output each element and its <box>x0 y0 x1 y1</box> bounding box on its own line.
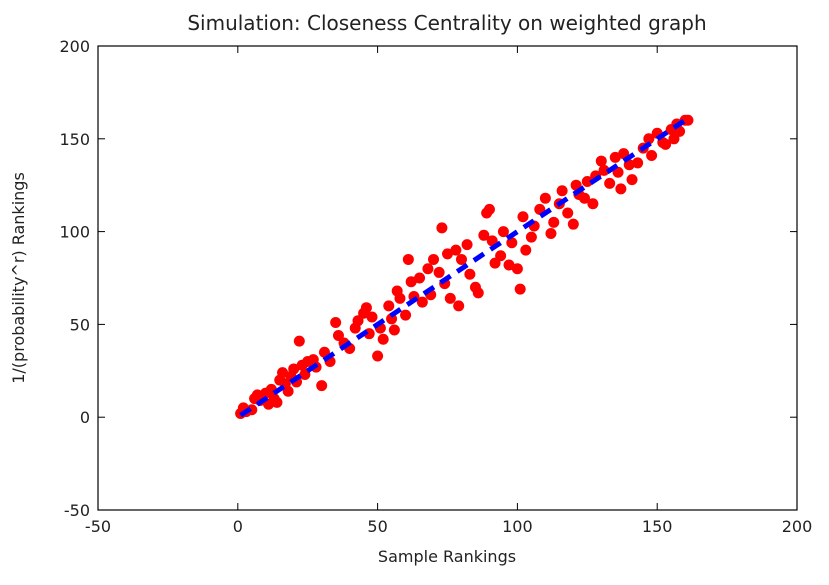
y-tick-label: -50 <box>64 501 90 520</box>
point <box>517 211 529 223</box>
point <box>581 175 593 187</box>
point <box>453 300 465 312</box>
point <box>478 229 490 241</box>
y-tick-label: 150 <box>59 130 90 149</box>
point <box>595 155 607 167</box>
point <box>400 309 412 321</box>
y-tick-label: 200 <box>59 37 90 56</box>
point <box>646 150 658 162</box>
point <box>632 157 644 169</box>
point <box>472 287 484 299</box>
plot-frame <box>97 45 798 511</box>
point <box>422 263 434 275</box>
point <box>626 174 638 186</box>
point <box>330 317 342 329</box>
x-tick-label: 100 <box>502 517 533 536</box>
point <box>414 272 426 284</box>
point <box>497 226 509 238</box>
point <box>377 333 389 345</box>
point <box>416 296 428 308</box>
x-tick-label: -50 <box>85 517 111 536</box>
y-tick-label: 50 <box>70 315 90 334</box>
point <box>282 385 294 397</box>
point <box>288 363 300 375</box>
point <box>520 244 532 256</box>
point <box>562 207 574 219</box>
point <box>556 185 568 197</box>
point <box>461 239 473 251</box>
point <box>442 248 453 260</box>
point <box>682 114 694 126</box>
point <box>444 292 456 304</box>
point <box>394 292 406 304</box>
x-tick-label: 200 <box>782 517 813 536</box>
point <box>579 192 591 204</box>
point <box>271 396 283 408</box>
point <box>299 369 311 381</box>
point <box>372 350 384 362</box>
dashed-line <box>239 118 687 418</box>
point <box>567 218 579 230</box>
point <box>405 276 417 288</box>
point <box>643 133 655 145</box>
x-tick-label: 150 <box>642 517 673 536</box>
point <box>539 192 551 204</box>
point <box>366 311 378 323</box>
chart-title: Simulation: Closeness Centrality on weig… <box>187 11 706 35</box>
point <box>293 335 305 347</box>
point <box>436 222 448 234</box>
point <box>360 302 372 314</box>
point <box>525 231 537 243</box>
point <box>609 151 621 163</box>
point <box>495 250 507 262</box>
point <box>450 244 462 256</box>
point <box>511 263 523 275</box>
point <box>433 266 445 278</box>
point <box>428 253 440 265</box>
x-tick-label: 0 <box>233 517 243 536</box>
point <box>277 367 289 379</box>
point <box>455 253 467 265</box>
point <box>503 259 515 271</box>
point <box>514 283 526 295</box>
y-axis-label: 1/(probability^r) Rankings <box>9 172 28 384</box>
point <box>388 324 400 336</box>
point <box>483 203 495 215</box>
point <box>402 253 414 265</box>
point <box>316 380 328 392</box>
point <box>464 268 476 280</box>
point <box>545 227 557 239</box>
point <box>604 177 616 189</box>
x-tick-label: 50 <box>367 517 387 536</box>
point <box>548 216 560 228</box>
x-axis-label: Sample Rankings <box>378 547 516 566</box>
point <box>587 198 599 210</box>
y-tick-label: 100 <box>59 223 90 242</box>
point <box>598 164 610 176</box>
point <box>383 300 395 312</box>
point <box>615 183 627 195</box>
y-tick-label: 0 <box>80 408 90 427</box>
point <box>660 138 672 150</box>
